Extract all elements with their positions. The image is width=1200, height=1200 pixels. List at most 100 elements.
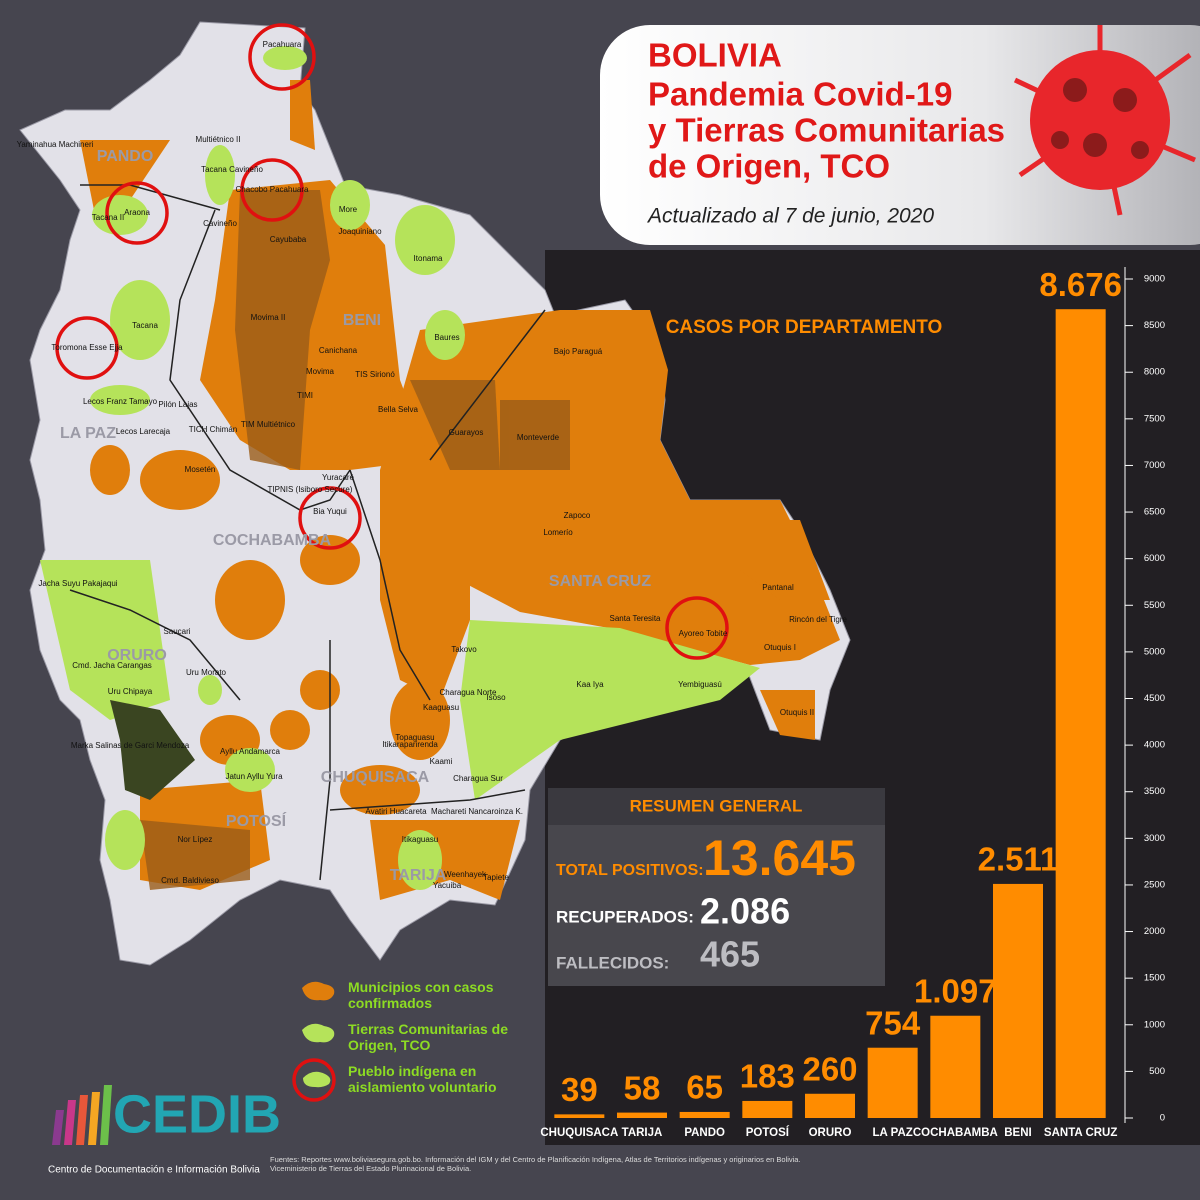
tco-label: Takovo [451, 645, 477, 654]
region [500, 400, 570, 470]
isolation-circle [55, 316, 119, 380]
virus-body [1030, 50, 1170, 190]
x-tick-label: TARIJA [622, 1127, 663, 1139]
legend-texts: Municipios con casos confirmados Tierras … [348, 979, 509, 1095]
tco-label: Zapoco [564, 511, 591, 520]
tco-label: Yacuiba [433, 881, 462, 890]
tco-label: Rincón del Tigre [789, 615, 847, 624]
region [398, 830, 442, 890]
y-tick-label: 3000 [1144, 833, 1165, 844]
legend: Municipios con casos confirmados Tierras … [292, 979, 509, 1102]
department-label: TARIJA [390, 867, 447, 884]
logo: CEDIB Centro de Documentación e Informac… [48, 1084, 281, 1175]
department-label: COCHABAMBA [213, 532, 332, 549]
region [110, 280, 170, 360]
virus-spots [1051, 78, 1149, 159]
tco-label: Marka Salinas de Garci Mendoza [71, 741, 190, 750]
map: PANDO BENI LA PAZ COCHABAMBA SANTA CRUZ ORURO… [17, 21, 851, 966]
tco-label: Bajo Paraguá [554, 347, 603, 356]
spot [1113, 88, 1137, 112]
summary-value: 13.645 [703, 830, 856, 886]
source-note: Viceministerio de Tierras del Estado Plu… [270, 1164, 471, 1173]
tco-label: Movima II [251, 313, 286, 322]
region [300, 535, 360, 585]
tco-label: Uru Chipaya [108, 687, 153, 696]
tco-label: Kaa Iya [576, 680, 604, 689]
spot [1083, 133, 1107, 157]
tco-label: Tacana Cavineño [201, 165, 263, 174]
border [349, 469, 431, 701]
region [205, 145, 235, 205]
y-tick-label: 5000 [1144, 646, 1165, 657]
tco-label: Avatiri Huacareta [365, 807, 427, 816]
y-tick-label: 3500 [1144, 786, 1165, 797]
y-tick-label: 1500 [1144, 973, 1165, 984]
tco [40, 46, 760, 890]
tco-label: Itikaguasu [402, 835, 438, 844]
summary-label: TOTAL POSITIVOS: [556, 862, 704, 879]
region [410, 380, 500, 470]
bar [805, 1093, 855, 1118]
tco-label: TIS Sirionó [355, 370, 395, 379]
tco-label: Bia Yuqui [313, 507, 347, 516]
tco-label: Yuracaré [322, 473, 355, 482]
tco-label: Uru Morato [186, 668, 227, 677]
region [263, 46, 307, 70]
y-tick-label: 8500 [1144, 320, 1165, 331]
region [290, 80, 315, 150]
tco-label: Yembiguasú [678, 680, 722, 689]
bar [930, 1015, 981, 1118]
tco-label: Ayoreo Tobite [679, 629, 728, 638]
tco-label: Itikaraparirenda [382, 740, 438, 749]
logo-subtitle: Centro de Documentación e Información Bo… [48, 1165, 260, 1176]
y-tick-label: 500 [1149, 1066, 1165, 1077]
tco-label: Machareti Nancaroinza K. [431, 807, 523, 816]
bar [993, 883, 1043, 1118]
map-labels: PANDO BENI LA PAZ COCHABAMBA SANTA CRUZ ORURO… [17, 40, 848, 890]
tco-label: Jacha Suyu Pakajaqui [38, 579, 117, 588]
x-tick-label: LA PAZ [873, 1127, 913, 1139]
tco-label: Otuquis II [780, 708, 814, 717]
region [90, 385, 150, 415]
tco-label: Monteverde [517, 433, 560, 442]
tco-label: Saucari [163, 627, 190, 636]
tco-label: Araona [124, 208, 150, 217]
bar [679, 1111, 730, 1118]
border [429, 309, 546, 461]
region [140, 450, 220, 510]
legend-label: Tierras Comunitarias de Origen, TCO [348, 1021, 509, 1053]
tco-label: Tacana II [92, 213, 124, 222]
value-label: 1.097 [914, 972, 997, 1009]
value-label: 260 [802, 1050, 857, 1087]
overlap [140, 190, 570, 890]
x-tick-label: CHUQUISACA [540, 1127, 618, 1139]
summary-value: 2.086 [700, 891, 790, 932]
department-label: POTOSÍ [226, 811, 287, 830]
region [760, 690, 815, 740]
tco-label: Ayllu Andamarca [220, 747, 280, 756]
legend-label: Municipios con casos confirmados [348, 979, 494, 1011]
y-tick-label: 1000 [1144, 1019, 1165, 1030]
x-tick-label: BENI [1004, 1127, 1031, 1139]
tco-label: Lecos Larecaja [116, 427, 171, 436]
header-title-line: de Origen, TCO [648, 148, 890, 185]
region [90, 445, 130, 495]
spot [1063, 78, 1087, 102]
region [395, 205, 455, 275]
region [105, 810, 145, 870]
tco-label: Multiétnico II [196, 135, 241, 144]
department-label: BENI [343, 312, 381, 329]
header-title-line: Pandemia Covid-19 [648, 76, 952, 113]
tco-label: Pilón Lajas [158, 400, 197, 409]
value-label: 754 [865, 1004, 921, 1041]
department-label: LA PAZ [60, 425, 116, 442]
logo-bar [52, 1110, 64, 1145]
region [92, 195, 148, 235]
tco-label: Lomerío [543, 528, 573, 537]
tco-label: Guarayos [449, 428, 484, 437]
spot [1051, 131, 1069, 149]
tco-label: Baures [434, 333, 459, 342]
border [69, 589, 241, 701]
